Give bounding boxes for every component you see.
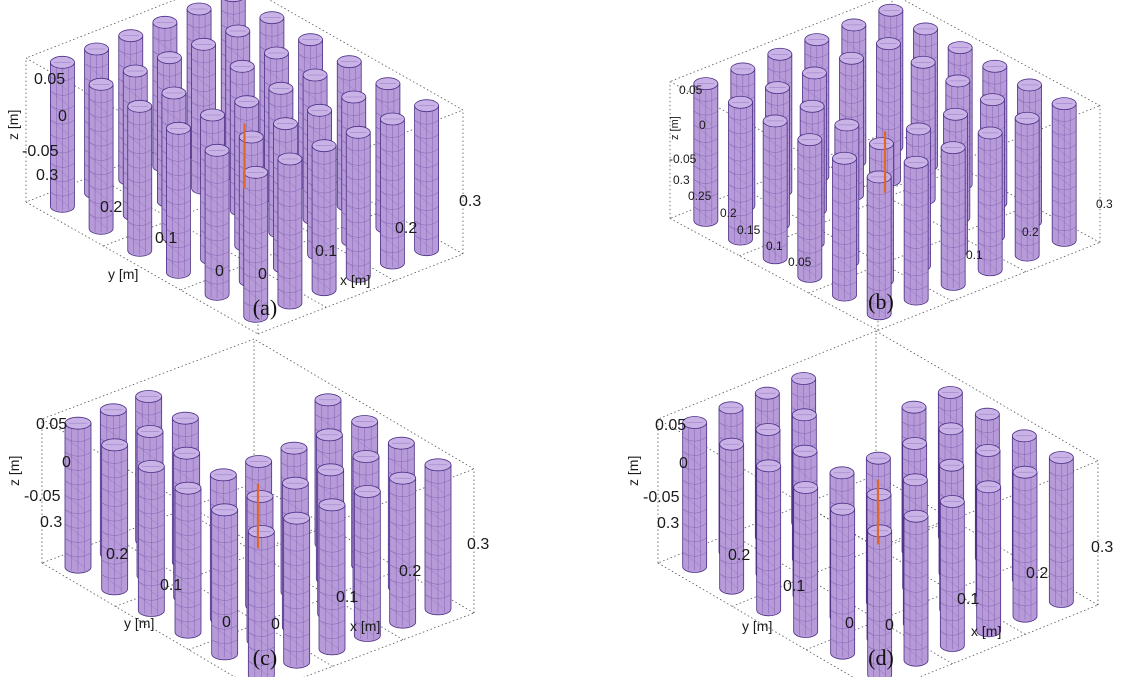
x-tick: 0.1 — [966, 248, 983, 262]
cylinder — [415, 100, 439, 256]
cylinder — [212, 504, 238, 660]
y-axis-label: y [m] — [108, 266, 138, 282]
cylinder — [175, 482, 201, 638]
y-tick: 0.1 — [783, 578, 805, 595]
y-tick: 0 — [845, 615, 854, 632]
z-tick: 0 — [62, 454, 71, 471]
y-tick: 0.3 — [40, 514, 62, 531]
x-tick: 0.1 — [336, 589, 358, 606]
y-tick: 0.25 — [688, 189, 712, 203]
x-tick: 0.3 — [1096, 197, 1113, 211]
panel-b: 0.05 0 -0.05 z [m] 0.3 0.25 0.2 0.15 0.1… — [561, 0, 1123, 338]
cylinder — [940, 496, 964, 652]
cylinder — [694, 78, 718, 227]
x-tick: 0.2 — [1026, 565, 1048, 582]
x-tick: 0.2 — [399, 563, 421, 580]
cylinder — [346, 126, 370, 282]
plot-d — [658, 331, 1098, 677]
z-tick: -0.05 — [643, 489, 680, 506]
x-tick: 0.3 — [1091, 539, 1113, 556]
y-tick: 0.2 — [106, 546, 128, 563]
x-tick: 0 — [885, 617, 894, 634]
y-tick: 0.1 — [766, 239, 783, 253]
z-axis-label: z [m] — [5, 110, 21, 140]
cylinder — [128, 100, 152, 256]
z-tick: -0.05 — [669, 152, 697, 166]
y-axis-label: y [m] — [742, 618, 772, 634]
y-tick: 0 — [215, 263, 224, 280]
cylinder — [833, 152, 857, 301]
z-tick: 0.05 — [36, 416, 67, 433]
z-tick: -0.05 — [22, 143, 59, 160]
cylinder — [794, 482, 818, 638]
y-tick: 0 — [222, 614, 231, 631]
cylinder — [319, 499, 345, 655]
panel-d: 0.05 0 -0.05 z [m] 0.3 0.2 0.1 0 y [m] 0… — [561, 338, 1123, 677]
z-tick: 0 — [699, 118, 706, 132]
cylinder — [757, 460, 781, 616]
y-tick: 0.15 — [737, 223, 761, 237]
y-tick: 0.1 — [160, 577, 182, 594]
z-tick: -0.05 — [24, 488, 61, 505]
cylinder — [977, 481, 1001, 637]
y-tick: 0.2 — [720, 206, 737, 220]
cylinder — [1052, 98, 1076, 247]
x-tick: 0.3 — [467, 536, 489, 553]
y-tick: 0.1 — [155, 230, 177, 247]
cylinder — [380, 113, 404, 269]
x-tick: 0.2 — [1022, 225, 1039, 239]
x-tick: 0.1 — [315, 243, 337, 260]
z-tick: 0.05 — [679, 83, 703, 97]
z-tick: 0.05 — [655, 417, 686, 434]
y-tick: 0.3 — [36, 167, 58, 184]
panel-a: 0.05 0 -0.05 z [m] 0.3 0.2 0.1 0 y [m] 0… — [0, 0, 561, 338]
cylinder — [831, 503, 855, 659]
panel-caption-c: (c) — [235, 645, 295, 671]
x-tick: 0.3 — [459, 193, 481, 210]
cylinder — [390, 472, 416, 628]
y-tick: 0.3 — [673, 173, 690, 187]
x-axis-label: x [m] — [340, 272, 370, 288]
panel-caption-a: (a) — [235, 295, 295, 321]
x-tick: 0 — [258, 266, 267, 283]
y-tick: 0.3 — [657, 515, 679, 532]
cylinder — [941, 142, 965, 291]
z-axis-label: z [m] — [6, 456, 22, 486]
cylinder — [904, 156, 928, 305]
plot-b — [670, 0, 1100, 330]
cylinder — [166, 122, 190, 278]
y-tick: 0.2 — [100, 199, 122, 216]
y-axis-label: y [m] — [124, 615, 154, 631]
cylinder — [425, 459, 451, 615]
y-tick: 0.2 — [728, 547, 750, 564]
panel-caption-b: (b) — [851, 289, 911, 315]
cylinder — [904, 510, 928, 666]
x-axis-label: x [m] — [350, 618, 380, 634]
x-tick: 0.2 — [395, 220, 417, 237]
z-tick: 0 — [679, 455, 688, 472]
plot-c — [42, 339, 474, 677]
z-tick: 0 — [58, 108, 67, 125]
cylinder — [312, 140, 336, 296]
x-axis-label: x [m] — [971, 623, 1001, 639]
panel-caption-d: (d) — [851, 645, 911, 671]
cylinder — [720, 438, 744, 594]
x-tick: 0 — [271, 616, 280, 633]
panel-c: 0.05 0 -0.05 z [m] 0.3 0.2 0.1 0 y [m] 0… — [0, 338, 561, 677]
cylinder — [1049, 452, 1073, 608]
z-tick: 0.05 — [34, 71, 65, 88]
cylinder — [102, 439, 128, 595]
plot-a — [26, 0, 463, 334]
y-tick: 0.05 — [788, 255, 812, 269]
cylinder — [1013, 466, 1037, 622]
x-tick: 0.1 — [957, 591, 979, 608]
cylinder — [278, 153, 302, 309]
cylinder — [65, 417, 91, 573]
z-axis-label: z [m] — [625, 456, 641, 486]
cylinder — [683, 417, 707, 573]
z-axis-label: z [m] — [669, 116, 681, 140]
